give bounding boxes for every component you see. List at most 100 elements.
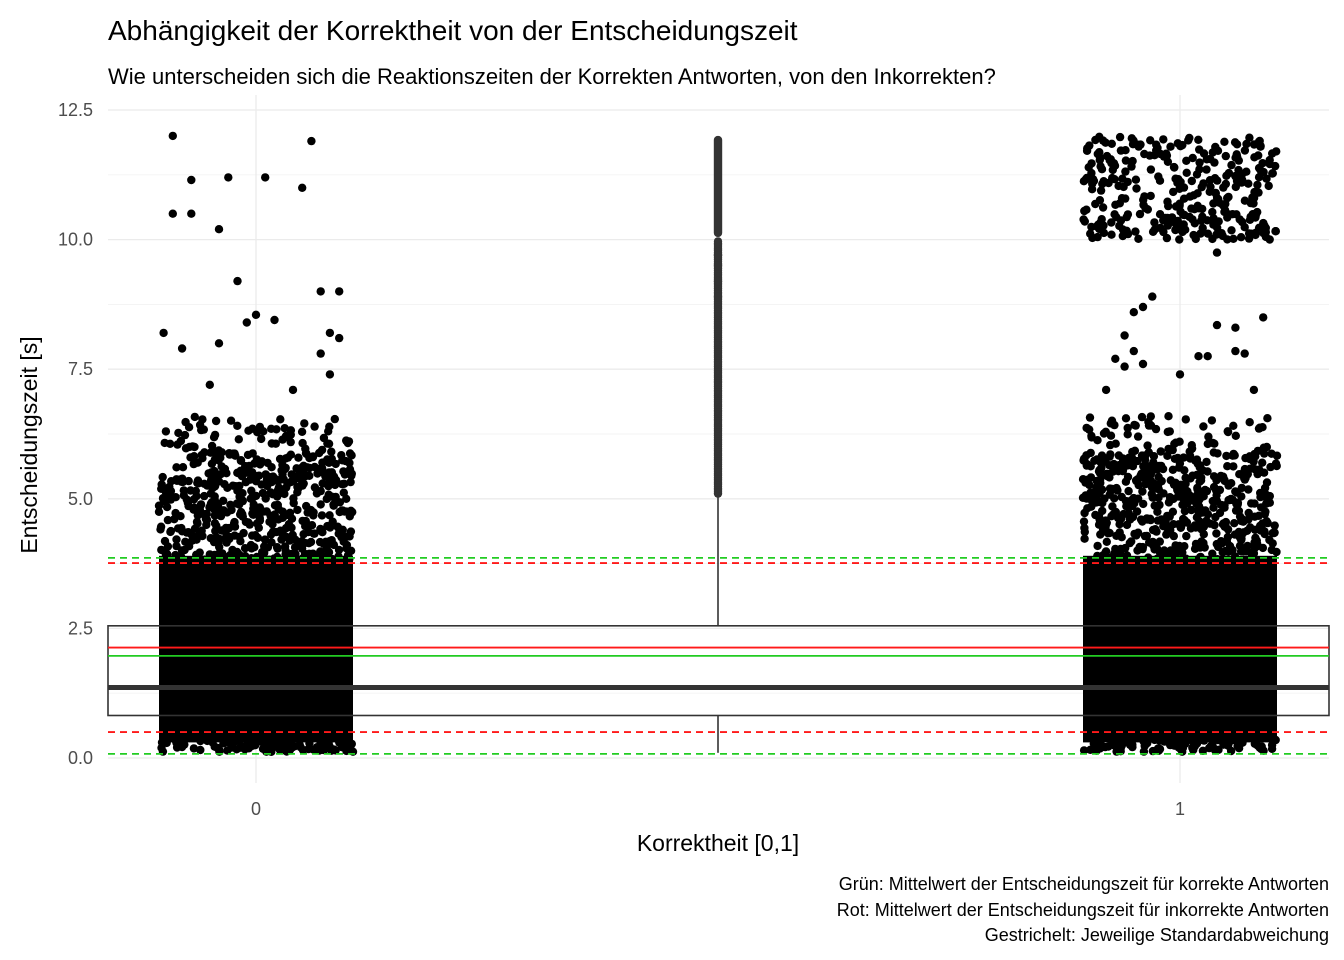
scatter-point [284,742,294,751]
y-tick-label: 5.0 [68,489,93,509]
scatter-point [186,486,195,495]
scatter-point [281,433,291,442]
scatter-point [1131,175,1141,184]
scatter-point [251,531,260,540]
scatter-point [1095,465,1104,475]
scatter-point [280,424,289,433]
scatter-point [342,507,351,516]
scatter-point [1232,210,1241,219]
scatter-point [211,526,220,536]
scatter-point [161,427,171,436]
scatter-point [1080,534,1089,543]
scatter-point [245,468,255,477]
y-tick-label: 0.0 [68,748,93,768]
scatter-point [1220,503,1229,512]
chart-title: Abhängigkeit der Korrektheit von der Ent… [108,15,798,46]
scatter-point [1270,521,1279,530]
scatter-point [1188,743,1197,752]
scatter-point [1118,467,1128,476]
scatter-point [172,463,181,472]
scatter-point [1152,140,1161,149]
scatter-point [1088,233,1097,243]
scatter-outlier-point [335,333,344,343]
scatter-outlier-point [335,287,344,296]
scatter-point [258,488,268,498]
scatter-point [334,552,343,561]
scatter-point [1236,233,1246,242]
scatter-point [222,469,231,478]
scatter-point [1153,484,1163,493]
scatter-point [274,515,283,524]
scatter-point [166,526,176,536]
scatter-point [236,456,246,465]
scatter-point [1151,424,1161,434]
scatter-point [1272,147,1281,156]
scatter-point [1159,522,1168,531]
scatter-point [1124,509,1134,518]
scatter-point [1178,210,1188,219]
scatter-point [172,535,181,544]
scatter-point [230,531,239,540]
scatter-point [229,519,239,528]
scatter-point [247,554,256,563]
scatter-point [1173,481,1182,490]
scatter-point [1108,165,1118,175]
scatter-point [316,500,325,509]
scatter-point [215,534,224,544]
scatter-point [1163,451,1172,460]
scatter-point [298,438,307,448]
scatter-point [1206,182,1215,191]
scatter-outlier-point [1194,352,1203,361]
scatter-point [254,471,264,480]
scatter-point [242,742,251,751]
scatter-point [1137,451,1147,460]
scatter-point [297,427,307,436]
scatter-point [345,465,355,474]
scatter-point [324,439,334,448]
boxplot-outlier [713,261,723,270]
scatter-point [222,531,231,540]
scatter-point [257,434,266,444]
scatter-point [1130,446,1140,455]
scatter-point [1094,520,1104,529]
scatter-point [1139,499,1148,509]
scatter-point [1165,512,1174,521]
scatter-point [1132,507,1142,516]
boxplot [107,135,1330,753]
scatter-point [1079,517,1089,526]
scatter-point [1121,146,1130,155]
scatter-point [1118,457,1128,466]
scatter-point [250,543,259,552]
scatter-point [1112,485,1122,494]
scatter-point [214,446,223,455]
scatter-point [253,428,262,437]
scatter-outlier-point [1231,323,1240,332]
scatter-point [1168,445,1177,455]
scatter-point [235,481,244,491]
scatter-point [268,490,277,499]
scatter-point [1231,431,1241,440]
scatter-point [288,477,298,486]
scatter-point [163,515,173,525]
scatter-point [1102,537,1112,546]
scatter-point [176,552,186,561]
scatter-point [162,502,172,512]
scatter-point [289,498,298,508]
scatter-point [233,421,242,430]
scatter-point [223,483,232,492]
scatter-point [1223,741,1233,750]
scatter-point [1255,521,1265,530]
scatter-point [1166,142,1175,151]
scatter-point [1123,423,1132,433]
scatter-point [1244,515,1253,524]
scatter-point [238,496,247,506]
scatter-outlier-point [1259,313,1268,322]
scatter-point [299,468,308,477]
scatter-outlier-point [1148,292,1157,301]
scatter-point [189,452,198,461]
scatter-point [247,486,256,495]
scatter-point [1208,496,1218,506]
scatter-point [267,424,276,433]
scatter-point [338,456,347,465]
